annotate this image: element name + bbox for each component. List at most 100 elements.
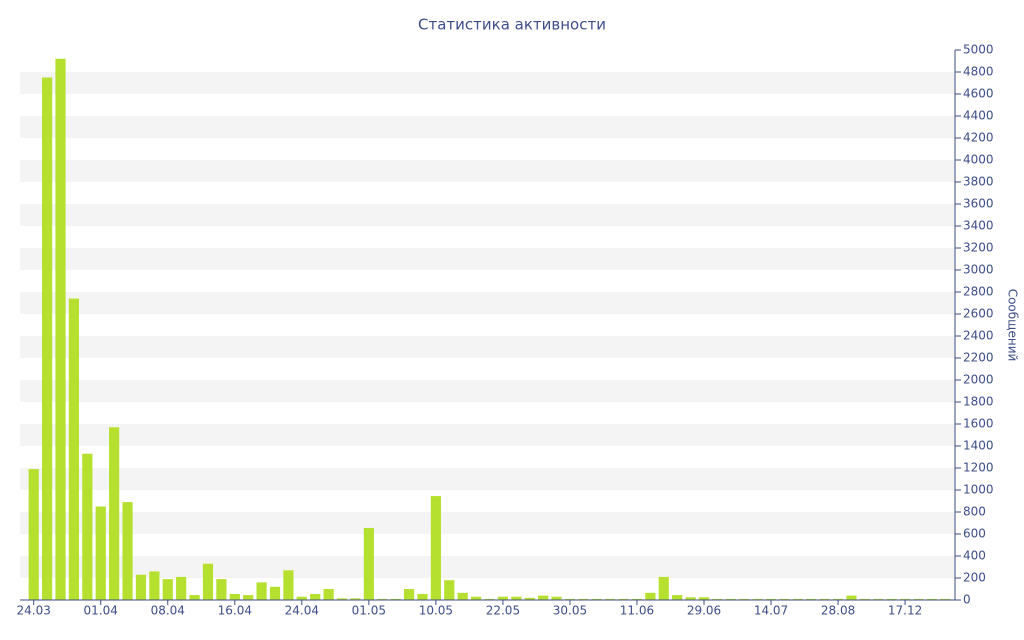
bar: [538, 595, 549, 600]
y-tick-label: 4200: [963, 131, 994, 145]
bar: [283, 570, 294, 600]
bar: [739, 598, 750, 600]
bar: [511, 596, 522, 600]
bar: [296, 596, 307, 600]
bar: [913, 598, 924, 600]
bar: [591, 598, 602, 600]
grid-band: [20, 380, 955, 402]
y-axis-label: Сообщений: [1006, 289, 1020, 362]
x-tick-label: 01.05: [352, 604, 386, 618]
bar: [176, 576, 187, 600]
y-tick-label: 4600: [963, 87, 994, 101]
bar: [68, 298, 80, 600]
bar: [336, 598, 348, 600]
y-tick-label: 4400: [963, 109, 994, 123]
x-tick-label: 29.06: [687, 604, 721, 618]
bar: [618, 598, 629, 600]
y-tick-label: 3200: [963, 241, 994, 255]
bar: [42, 77, 53, 600]
grid-band: [20, 204, 955, 226]
bar: [403, 589, 415, 600]
bar: [524, 597, 535, 600]
bar: [631, 598, 643, 600]
y-tick-label: 5000: [963, 43, 994, 57]
x-tick-label: 22.05: [486, 604, 520, 618]
bar: [497, 596, 508, 600]
x-tick-label: 16.04: [218, 604, 252, 618]
bar: [792, 598, 803, 600]
bar: [484, 598, 495, 600]
x-tick-label: 24.04: [285, 604, 319, 618]
bar: [269, 586, 281, 600]
grid-band: [20, 468, 955, 490]
x-tick-label: 30.05: [553, 604, 587, 618]
y-tick-label: 600: [963, 527, 986, 541]
y-tick-label: 1800: [963, 395, 994, 409]
bar: [243, 595, 254, 600]
bar: [899, 598, 911, 600]
bar: [390, 598, 401, 600]
x-tick-label: 01.04: [84, 604, 118, 618]
bar: [806, 598, 817, 600]
x-tick-label: 17.12: [888, 604, 922, 618]
grid-band: [20, 160, 955, 182]
y-tick-label: 3000: [963, 263, 994, 277]
y-tick-label: 400: [963, 549, 986, 563]
bar: [457, 592, 468, 600]
grid-band: [20, 424, 955, 446]
bar: [940, 598, 951, 600]
y-tick-label: 2000: [963, 373, 994, 387]
bar: [725, 598, 736, 600]
y-tick-label: 1400: [963, 439, 994, 453]
bar: [149, 571, 160, 600]
bar: [832, 598, 844, 600]
x-tick-label: 11.06: [620, 604, 654, 618]
bar: [55, 58, 66, 601]
grid-band: [20, 512, 955, 534]
y-tick-label: 1200: [963, 461, 994, 475]
x-tick-label: 14.07: [754, 604, 788, 618]
x-tick-label: 08.04: [151, 604, 185, 618]
bar: [444, 580, 455, 600]
bar: [216, 579, 227, 600]
grid-band: [20, 556, 955, 578]
bar: [765, 598, 777, 600]
bar: [752, 598, 763, 600]
bar: [350, 598, 361, 600]
y-tick-label: 2400: [963, 329, 994, 343]
bar: [323, 589, 334, 600]
y-tick-label: 3600: [963, 197, 994, 211]
bar: [109, 427, 120, 600]
x-tick-label: 24.03: [17, 604, 51, 618]
bar: [95, 506, 106, 600]
bar: [685, 597, 696, 600]
y-tick-label: 2600: [963, 307, 994, 321]
bar: [363, 527, 374, 600]
bar: [417, 593, 428, 600]
bar: [256, 582, 267, 600]
y-tick-label: 3800: [963, 175, 994, 189]
bar: [605, 598, 616, 600]
bar: [846, 595, 857, 600]
bar: [672, 595, 683, 600]
bar: [886, 598, 897, 600]
x-tick-label: 28.08: [821, 604, 855, 618]
bar: [202, 563, 214, 600]
grid-band: [20, 292, 955, 314]
chart-title: Статистика активности: [418, 16, 606, 34]
y-tick-label: 3400: [963, 219, 994, 233]
bar: [430, 496, 441, 600]
y-tick-label: 4000: [963, 153, 994, 167]
y-tick-label: 2800: [963, 285, 994, 299]
bar: [926, 598, 937, 600]
bar: [779, 598, 790, 600]
bar: [819, 598, 830, 600]
bar: [551, 596, 562, 600]
grid-band: [20, 248, 955, 270]
y-tick-label: 4800: [963, 65, 994, 79]
bar: [471, 596, 482, 600]
bar: [310, 593, 321, 600]
y-tick-label: 200: [963, 571, 986, 585]
